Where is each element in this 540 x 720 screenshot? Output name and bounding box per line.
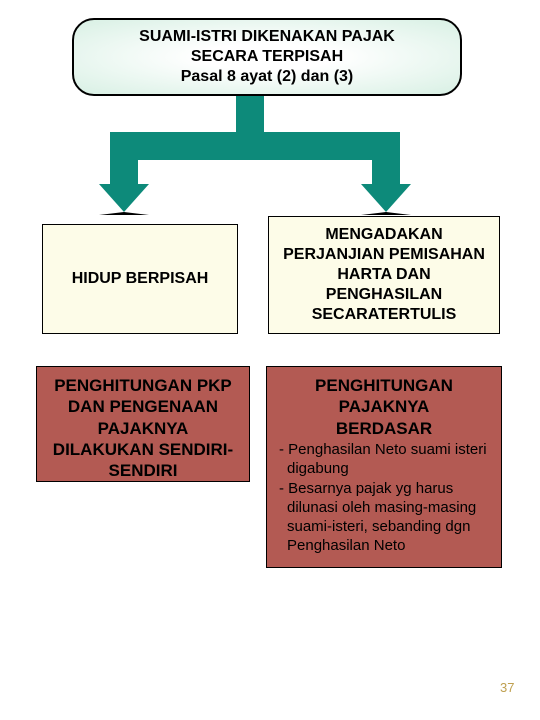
bl-l2: DAN PENGENAAN: [45, 396, 241, 417]
br-d1-text: - Penghasilan Neto suami isteri digabung: [279, 441, 487, 477]
arrow-hbar: [110, 132, 400, 160]
header-line2: SECARA TERPISAH: [191, 47, 343, 67]
bottom-left-box: PENGHITUNGAN PKP DAN PENGENAAN PAJAKNYA …: [36, 366, 250, 482]
bl-l1: PENGHITUNGAN PKP: [45, 375, 241, 396]
br-h3: BERDASAR: [275, 418, 493, 439]
mid-left-box: HIDUP BERPISAH: [42, 224, 238, 334]
br-d2-text: - Besarnya pajak yg harus dilunasi oleh …: [279, 480, 476, 553]
arrow-right-down: [372, 160, 400, 184]
arrow-left-down: [110, 160, 138, 184]
bl-l3: PAJAKNYA: [45, 418, 241, 439]
arrow-left-head-icon: [99, 184, 149, 215]
bl-l4: DILAKUKAN SENDIRI-: [45, 439, 241, 460]
br-h2: PAJAKNYA: [275, 396, 493, 417]
mid-right-l3: HARTA DAN: [337, 265, 430, 285]
page-number: 37: [500, 680, 514, 695]
bottom-right-box: PENGHITUNGAN PAJAKNYA BERDASAR - Penghas…: [266, 366, 502, 568]
br-d2: - Besarnya pajak yg harus dilunasi oleh …: [283, 480, 493, 555]
header-box: SUAMI-ISTRI DIKENAKAN PAJAK SECARA TERPI…: [72, 18, 462, 96]
header-line3: Pasal 8 ayat (2) dan (3): [181, 67, 354, 87]
header-line1: SUAMI-ISTRI DIKENAKAN PAJAK: [139, 27, 395, 47]
arrow-right-head-icon: [361, 184, 411, 215]
mid-right-l4: PENGHASILAN: [326, 285, 442, 305]
br-d1: - Penghasilan Neto suami isteri digabung: [283, 441, 493, 479]
arrow-stem: [236, 96, 264, 132]
mid-right-box: MENGADAKAN PERJANJIAN PEMISAHAN HARTA DA…: [268, 216, 500, 334]
diagram-canvas: SUAMI-ISTRI DIKENAKAN PAJAK SECARA TERPI…: [0, 0, 540, 720]
mid-right-l1: MENGADAKAN: [325, 225, 442, 245]
bl-l5: SENDIRI: [45, 460, 241, 481]
br-h1: PENGHITUNGAN: [275, 375, 493, 396]
mid-left-text: HIDUP BERPISAH: [72, 269, 209, 289]
mid-right-l5: SECARATERTULIS: [312, 305, 457, 325]
mid-right-l2: PERJANJIAN PEMISAHAN: [283, 245, 485, 265]
